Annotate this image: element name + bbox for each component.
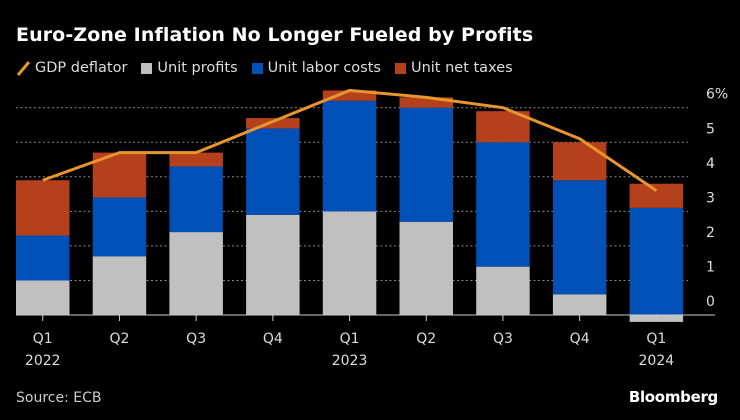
bar-unit-profits: [399, 221, 453, 315]
bar-unit-labor-costs: [629, 207, 684, 315]
bar-unit-net-taxes: [629, 183, 684, 208]
bar-unit-profits: [92, 256, 147, 315]
bar-unit-net-taxes: [399, 97, 453, 108]
x-tick-year-label: 2024: [639, 353, 675, 369]
square-swatch-icon: [394, 62, 406, 74]
x-tick-label: Q4: [263, 331, 283, 347]
x-tick-label: Q4: [570, 331, 590, 347]
legend-item-unit-net-taxes: Unit net taxes: [394, 60, 513, 76]
bar-unit-profits: [552, 294, 607, 315]
legend-item-gdp-deflator: GDP deflator: [16, 60, 127, 76]
x-tick-label: Q2: [109, 331, 129, 347]
x-tick-label: Q1: [646, 331, 666, 347]
x-tick-year-label: 2023: [332, 353, 368, 369]
bar-unit-labor-costs: [552, 180, 607, 295]
y-tick-label: 0: [706, 294, 715, 310]
legend: GDP deflator Unit profits Unit labor cos…: [16, 60, 513, 76]
y-tick-label: 4: [706, 156, 715, 172]
bar-unit-profits: [16, 280, 70, 315]
x-tick-label: Q2: [416, 331, 436, 347]
bar-unit-labor-costs: [16, 235, 70, 281]
legend-item-unit-profits: Unit profits: [141, 60, 238, 76]
bar-unit-profits: [246, 214, 300, 315]
legend-label: Unit net taxes: [410, 60, 513, 76]
y-tick-label: 6%: [706, 87, 728, 103]
y-tick-label: 3: [706, 190, 715, 206]
legend-label: GDP deflator: [35, 60, 128, 76]
x-tick-label: Q3: [493, 331, 513, 347]
bar-unit-labor-costs: [476, 142, 530, 267]
bar-unit-net-taxes: [552, 142, 607, 181]
bar-unit-net-taxes: [322, 90, 377, 101]
x-tick-label: Q3: [186, 331, 206, 347]
bar-unit-labor-costs: [399, 107, 453, 222]
bar-unit-labor-costs: [92, 197, 147, 257]
source-note: Source: ECB: [16, 390, 102, 406]
square-swatch-icon: [251, 62, 263, 74]
square-swatch-icon: [141, 62, 153, 74]
x-tick-label: Q1: [340, 331, 360, 347]
bar-unit-profits: [476, 266, 530, 315]
x-tick-label: Q1: [33, 331, 53, 347]
legend-label: Unit labor costs: [267, 60, 381, 76]
x-tick-year-label: 2022: [25, 353, 61, 369]
y-tick-label: 2: [706, 225, 715, 241]
chart-title: Euro-Zone Inflation No Longer Fueled by …: [16, 24, 534, 46]
bar-unit-net-taxes: [246, 118, 300, 129]
y-tick-label: 1: [706, 259, 715, 275]
y-tick-label: 5: [706, 121, 715, 137]
legend-item-unit-labor-costs: Unit labor costs: [251, 60, 381, 76]
bar-unit-labor-costs: [246, 128, 300, 215]
bar-unit-net-taxes: [16, 180, 70, 236]
bar-unit-labor-costs: [169, 166, 223, 233]
bar-unit-labor-costs: [322, 100, 377, 212]
bar-unit-net-taxes: [169, 152, 223, 167]
bloomberg-logo: Bloomberg: [628, 388, 718, 406]
legend-label: Unit profits: [157, 60, 238, 76]
bar-unit-profits: [322, 211, 377, 315]
bar-unit-profits: [169, 232, 223, 315]
